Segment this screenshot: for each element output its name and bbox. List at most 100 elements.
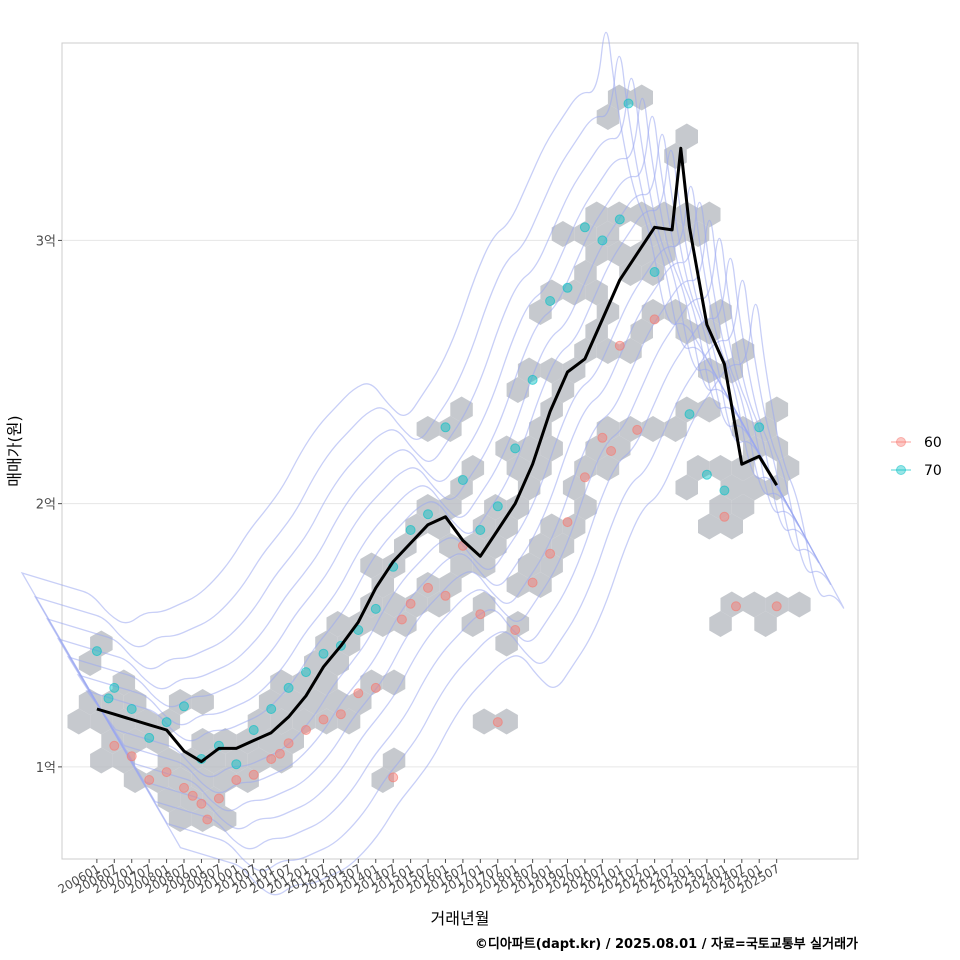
data-point-60 (196, 798, 207, 809)
data-point-70 (510, 443, 521, 454)
hexbin-cell (112, 747, 136, 774)
hexbin-cell (709, 494, 732, 520)
data-point-60 (202, 814, 213, 825)
data-point-70 (754, 422, 765, 433)
hexbin-cell (585, 240, 608, 267)
y-axis-title: 매매가(원) (5, 415, 24, 486)
data-point-70 (649, 267, 660, 277)
data-point-60 (301, 725, 311, 735)
hexbin-cell (709, 455, 732, 481)
data-point-60 (231, 775, 242, 785)
data-point-60 (318, 714, 329, 725)
hexbin-cell (664, 299, 687, 325)
hexbin-cell (788, 591, 811, 618)
hexbin-cell (349, 611, 372, 637)
hexbin-cell (675, 318, 698, 345)
hexbin-cell (371, 767, 394, 793)
data-point-70 (266, 704, 277, 714)
data-point-60 (388, 772, 399, 783)
hexbin-cell (123, 689, 147, 715)
data-point-60 (510, 625, 521, 635)
legend-key-70 (896, 465, 906, 475)
data-point-70 (684, 409, 695, 420)
hexbin-cell (146, 767, 169, 793)
hexbin-cell (484, 494, 507, 520)
hexbin-cell (157, 786, 181, 813)
hexbin-cell (382, 591, 406, 618)
hexbin-cell (123, 767, 147, 793)
density-contour (20, 31, 845, 896)
hexbin-cell (304, 689, 327, 715)
hexbin-cell (281, 689, 304, 715)
hexbin-cell (168, 767, 192, 793)
legend-key-60 (896, 437, 906, 447)
hexbin-cell (191, 767, 214, 793)
data-point-70 (231, 759, 242, 770)
data-point-60 (335, 709, 346, 720)
hexbin-cell (562, 279, 586, 306)
hexbin-cell (90, 747, 113, 774)
hexbin-cell (551, 221, 575, 247)
hexbin-cell (495, 435, 518, 462)
data-point-70 (109, 682, 120, 693)
hexbin-cell (574, 221, 597, 247)
plot-panel (61, 42, 859, 860)
hexbin-cell (574, 260, 597, 286)
hexbin-cell (754, 611, 777, 637)
data-point-60 (649, 314, 660, 325)
data-point-60 (527, 577, 538, 588)
legend-label-60: 60 (924, 435, 942, 451)
y-tick-label: 2억 (36, 498, 56, 513)
data-point-60 (597, 432, 608, 443)
hexbin-cell (101, 689, 124, 715)
data-point-60 (423, 582, 433, 593)
hexbin-layer (67, 84, 811, 832)
data-point-60 (353, 688, 364, 699)
y-axis-ticks: 1억 2억 3억 (36, 234, 62, 776)
data-point-70 (527, 374, 538, 385)
data-point-60 (405, 598, 416, 609)
hexbin-cell (360, 591, 383, 618)
data-point-70 (301, 667, 311, 678)
data-point-70 (318, 648, 329, 659)
hexbin-cell (427, 513, 451, 540)
data-point-70 (475, 525, 486, 535)
hexbin-cell (326, 689, 349, 715)
data-point-70 (405, 525, 416, 535)
hexbin-cell (540, 357, 563, 384)
hexbin-cell (135, 708, 158, 735)
hexbin-cell (247, 708, 271, 735)
hexbin-cell (427, 591, 451, 618)
data-point-60 (126, 751, 137, 762)
data-point-60 (274, 748, 285, 759)
data-point-60 (606, 446, 617, 456)
hexbin-cell (517, 552, 541, 579)
hexbin-cell (743, 591, 766, 618)
scatter-points (91, 98, 782, 825)
hexbin-cell (67, 708, 91, 735)
hexbin-cell (191, 728, 214, 754)
hexbin-cell (394, 533, 417, 559)
data-point-70 (126, 704, 137, 714)
hexbin-cell (585, 201, 608, 228)
hexbin-cell (517, 357, 541, 384)
data-point-70 (597, 235, 608, 246)
data-point-70 (457, 475, 468, 485)
hexbin-cell (664, 416, 687, 442)
data-point-70 (103, 693, 114, 704)
hexbin-cell (675, 123, 698, 150)
hexbin-cell (495, 513, 518, 540)
data-point-60 (187, 790, 198, 801)
hexbin-cell (315, 708, 338, 735)
hexbin-cell (506, 572, 530, 598)
data-point-60 (632, 424, 643, 435)
hexbin-cell (371, 611, 394, 637)
hexbin-cell (675, 474, 698, 501)
hexbin-cell (540, 435, 563, 462)
hexbin-cell (574, 494, 597, 520)
data-point-60 (579, 472, 590, 483)
hexbin-cell (709, 611, 732, 637)
hexbin-cell (472, 708, 496, 735)
hexbin-cell (292, 708, 316, 735)
